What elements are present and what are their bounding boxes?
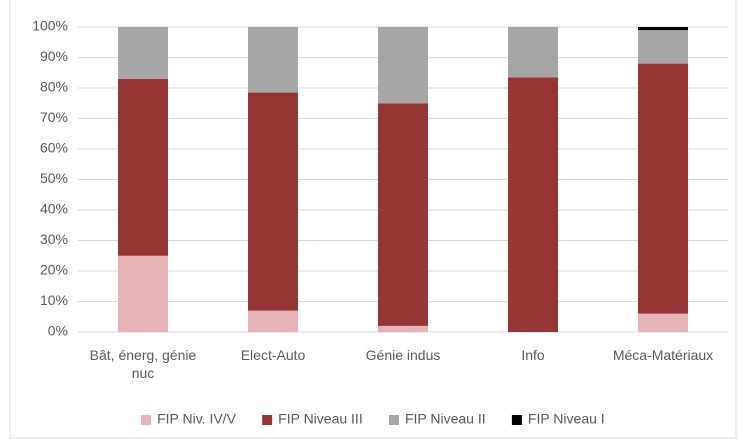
x-tick-label: Méca-Matériaux xyxy=(612,347,714,363)
bar-segment xyxy=(118,27,168,79)
legend-swatch xyxy=(511,415,522,425)
chart-frame xyxy=(9,0,737,439)
y-tick-label: 20% xyxy=(40,262,68,278)
x-tick-label: Elect-Auto xyxy=(240,347,306,363)
bar-segment xyxy=(378,103,428,326)
bar-segment xyxy=(638,63,688,314)
x-tick-label: Bât, énerg, génie nuc xyxy=(89,347,197,381)
bar-segment xyxy=(118,255,168,332)
y-tick-label: 30% xyxy=(40,231,68,247)
y-tick-label: 0% xyxy=(48,323,68,339)
legend-label: FIP Niv. IV/V xyxy=(157,411,236,427)
legend-swatch xyxy=(141,415,152,425)
bar-segment xyxy=(378,325,428,332)
x-tick-label: Info xyxy=(521,347,545,363)
legend-swatch xyxy=(388,415,399,425)
bar-segment xyxy=(638,313,688,332)
y-tick-label: 10% xyxy=(40,292,68,308)
legend-label: FIP Niveau III xyxy=(278,411,363,427)
bar-segment xyxy=(378,27,428,104)
y-tick-label: 80% xyxy=(40,79,68,95)
legend-swatch xyxy=(262,415,273,425)
legend-label: FIP Niveau II xyxy=(405,411,486,427)
y-tick-label: 100% xyxy=(32,18,68,34)
legend-label: FIP Niveau I xyxy=(528,411,605,427)
y-tick-label: 70% xyxy=(40,109,68,125)
bar-segment xyxy=(248,310,298,332)
y-tick-label: 50% xyxy=(40,170,68,186)
y-tick-label: 40% xyxy=(40,201,68,217)
bar-segment xyxy=(508,27,558,78)
bar-segment xyxy=(248,27,298,93)
bar-segment xyxy=(638,30,688,64)
y-tick-label: 60% xyxy=(40,140,68,156)
y-tick-label: 90% xyxy=(40,48,68,64)
x-tick-label: Génie indus xyxy=(365,347,441,363)
bar-segment xyxy=(248,92,298,311)
bar-segment xyxy=(508,77,558,332)
bar-segment xyxy=(638,27,688,31)
bar-segment xyxy=(118,78,168,256)
